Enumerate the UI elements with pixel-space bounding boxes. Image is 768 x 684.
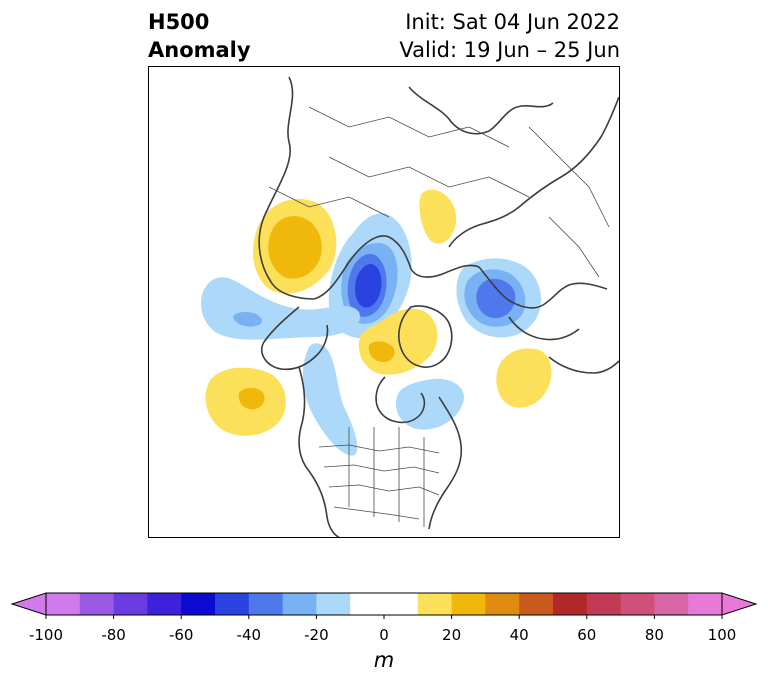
anomaly-positive-north-pacific xyxy=(205,367,286,436)
anomaly-positive-north-russia xyxy=(419,189,457,244)
title-field-line1: H500 xyxy=(148,10,210,34)
anomaly-positive-arctic-archipelago xyxy=(358,308,438,375)
colorbar-segment xyxy=(620,593,655,615)
colorbar-unit-label: m xyxy=(373,648,395,672)
anomaly-positive-siberia xyxy=(253,198,337,294)
colorbar-segment xyxy=(79,593,115,615)
anomaly-negative-scandinavia xyxy=(456,258,542,338)
colorbar-segment xyxy=(519,593,554,615)
map-title-dates: Init: Sat 04 Jun 2022 Valid: 19 Jun – 25… xyxy=(399,8,620,64)
coastlines xyxy=(258,76,619,537)
map-title-field: H500 Anomaly xyxy=(148,8,251,64)
colorbar-segment xyxy=(553,593,588,615)
colorbar-tick-label: 60 xyxy=(577,626,597,644)
colorbar-tick-label: 40 xyxy=(509,626,529,644)
colorbar-segment xyxy=(485,593,520,615)
colorbar-segment xyxy=(147,593,182,615)
colorbar-segment xyxy=(215,593,250,615)
colorbar-tick-label: -60 xyxy=(168,626,194,644)
colorbar-segment xyxy=(654,593,689,615)
colorbar-tick-label: -100 xyxy=(28,626,64,644)
anomaly-map xyxy=(201,76,619,537)
colorbar-segment xyxy=(248,593,284,615)
map-panel xyxy=(148,66,620,538)
colorbar xyxy=(0,585,768,625)
colorbar-segment xyxy=(451,593,486,615)
colorbar-segment xyxy=(282,593,317,615)
colorbar-tick-label: 20 xyxy=(442,626,462,644)
colorbar-segment xyxy=(350,593,419,615)
colorbar-tick-label: -80 xyxy=(101,626,126,644)
valid-range-label: Valid: 19 Jun – 25 Jun xyxy=(399,38,620,62)
colorbar-segment xyxy=(316,593,351,615)
colorbar-over-extension xyxy=(721,592,758,616)
anomaly-positive-north-atlantic xyxy=(496,348,552,408)
colorbar-segment xyxy=(46,593,81,615)
colorbar-segment xyxy=(586,593,622,615)
colorbar-under-extension xyxy=(10,592,47,616)
colorbar-segment xyxy=(113,593,148,615)
anomaly-negative-canada xyxy=(302,343,465,456)
colorbar-tick-label: 0 xyxy=(379,626,389,644)
colorbar-tick-label: 80 xyxy=(644,626,664,644)
colorbar-segment xyxy=(688,593,723,615)
colorbar-graphic xyxy=(10,592,758,619)
colorbar-tick-label: 100 xyxy=(707,626,737,644)
country-borders xyxy=(268,106,610,527)
colorbar-segment xyxy=(417,593,453,615)
init-date-label: Init: Sat 04 Jun 2022 xyxy=(405,10,620,34)
anomaly-negative-bering xyxy=(201,277,360,340)
title-field-line2: Anomaly xyxy=(148,38,251,62)
colorbar-tick-label: -40 xyxy=(236,626,262,644)
colorbar-segment xyxy=(181,593,216,615)
colorbar-tick-label: -20 xyxy=(304,626,329,644)
